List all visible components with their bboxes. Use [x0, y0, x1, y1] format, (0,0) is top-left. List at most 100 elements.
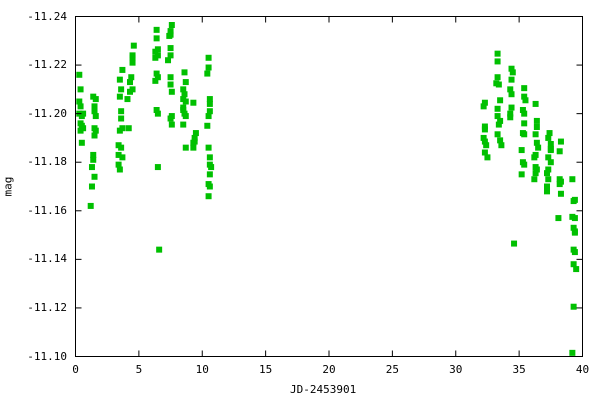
data-point: [167, 52, 174, 59]
data-point: [130, 42, 137, 49]
data-point: [156, 246, 163, 253]
data-point: [521, 161, 528, 168]
data-point: [497, 117, 504, 124]
data-point: [570, 224, 577, 231]
data-point: [206, 100, 213, 107]
data-point: [555, 215, 562, 222]
axis-ticks: [75, 16, 583, 357]
data-point: [168, 121, 175, 128]
y-tick-label: -11.14: [27, 252, 67, 266]
data-point: [204, 70, 211, 77]
data-point: [91, 173, 98, 180]
data-point: [508, 76, 515, 83]
data-point: [547, 159, 554, 166]
data-point: [494, 131, 501, 138]
data-point: [533, 166, 540, 173]
data-point: [206, 171, 213, 178]
data-point: [507, 86, 514, 93]
data-point: [483, 142, 490, 149]
x-tick-label: 5: [135, 363, 143, 376]
x-tick-label: 10: [195, 363, 209, 376]
data-point: [205, 144, 212, 151]
data-point: [556, 181, 563, 188]
data-point: [507, 114, 514, 121]
data-point: [182, 79, 189, 86]
data-point: [80, 125, 87, 132]
data-point: [180, 86, 187, 93]
data-point: [497, 137, 504, 144]
data-point: [544, 188, 551, 195]
data-point: [547, 141, 554, 147]
data-point: [494, 50, 501, 57]
data-point: [180, 121, 187, 128]
data-point: [521, 93, 528, 100]
data-point: [154, 164, 161, 171]
data-point: [556, 148, 563, 155]
data-point: [521, 120, 528, 127]
data-point: [535, 144, 542, 151]
data-point: [124, 96, 131, 103]
x-tick-label: 25: [385, 363, 399, 376]
data-point: [518, 147, 525, 154]
data-point: [532, 131, 539, 138]
x-tick-label: 35: [512, 363, 526, 376]
data-point: [571, 249, 578, 256]
data-point: [519, 107, 526, 113]
data-point: [545, 166, 552, 173]
y-tick-label: -11.10: [27, 349, 67, 363]
data-point: [481, 138, 488, 145]
data-point: [571, 215, 578, 222]
data-point: [180, 107, 187, 113]
data-point: [206, 183, 213, 190]
data-point: [128, 74, 135, 81]
y-axis-label: mag: [1, 176, 15, 197]
data-point: [192, 130, 199, 137]
y-tick-label: -11.16: [27, 203, 67, 217]
data-point: [494, 74, 501, 81]
data-point: [153, 107, 160, 113]
data-point: [545, 176, 552, 183]
data-point: [152, 54, 159, 61]
data-point: [167, 74, 174, 81]
data-point: [91, 103, 98, 110]
data-point: [77, 103, 84, 110]
data-point: [92, 113, 99, 120]
x-tick-label: 40: [575, 363, 590, 376]
data-point: [481, 149, 488, 156]
data-point: [90, 151, 97, 158]
data-point: [557, 138, 564, 145]
data-point: [118, 86, 125, 93]
data-point: [545, 154, 552, 161]
data-point: [544, 170, 551, 177]
y-tick-label: -11.12: [27, 300, 67, 314]
data-point: [181, 91, 188, 98]
data-point: [92, 127, 99, 134]
data-point: [570, 303, 577, 310]
data-point: [116, 127, 123, 134]
data-point: [116, 76, 123, 83]
data-point: [495, 81, 502, 88]
data-point: [521, 110, 528, 117]
data-point: [153, 35, 160, 42]
data-point: [118, 108, 125, 115]
x-tick-label: 15: [259, 363, 273, 376]
data-point: [129, 59, 136, 66]
x-tick-label: 20: [322, 363, 336, 376]
y-tick-label: -11.20: [27, 106, 67, 120]
data-point: [166, 32, 173, 39]
data-point: [497, 97, 504, 104]
data-point: [533, 117, 540, 124]
data-point: [167, 45, 174, 52]
data-point: [480, 134, 487, 141]
y-tick-label: -11.18: [27, 155, 67, 169]
data-point: [190, 144, 197, 151]
data-point: [532, 100, 539, 107]
data-point: [208, 164, 215, 171]
data-point: [544, 183, 551, 190]
data-point: [154, 110, 161, 117]
data-point: [569, 176, 576, 183]
data-point: [532, 170, 539, 177]
x-tick-label: 0: [72, 363, 79, 376]
data-point: [153, 70, 160, 77]
